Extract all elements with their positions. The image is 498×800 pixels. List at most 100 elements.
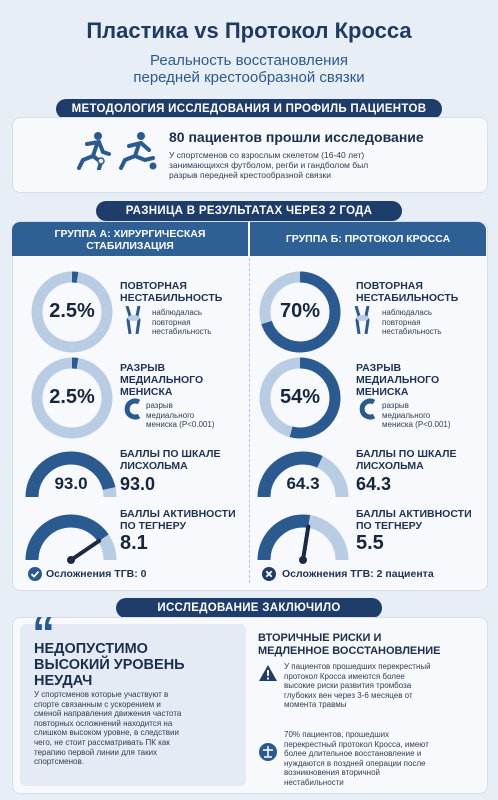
conclusion-right-title: ВТОРИЧНЫЕ РИСКИ И МЕДЛЕННОЕ ВОССТАНОВЛЕН… (258, 632, 440, 658)
note-line: наблюдалась (152, 308, 202, 317)
title-line: БАЛЛЫ ПО ШКАЛЕ (356, 448, 457, 460)
title-line: ПО ТЕГНЕРУ (120, 520, 186, 532)
body-line: сменой направления движения частота (34, 709, 182, 719)
knee-icon (354, 306, 370, 334)
body-line: У спортсменов которые участвуют в (34, 690, 169, 699)
group-b-meniscus-title: РАЗРЫВ МЕДИАЛЬНОГО МЕНИСКА (356, 362, 439, 398)
meniscus-icon (359, 398, 376, 420)
subtitle-line: Реальность восстановления (150, 52, 348, 69)
risk-line: глубоких вен через 3-6 месяцев от (284, 690, 413, 700)
risk-line: перекрестный протокол Кросса, имеют (284, 739, 429, 749)
title-line: ПОВТОРНАЯ (356, 280, 423, 292)
methodology-description: У спортсменов со взрослым скелетом (16-4… (169, 150, 368, 180)
title-line: ПО ТЕГНЕРУ (356, 520, 422, 532)
header-line: СТАБИЛИЗАЦИЯ (86, 240, 174, 252)
page-title: Пластика vs Протокол Кросса (86, 18, 412, 43)
group-b-meniscus-value: 54% (279, 386, 321, 408)
title-line: НЕСТАБИЛЬНОСТЬ (356, 292, 459, 304)
group-b-meniscus-ring: 54% (258, 356, 342, 440)
group-b-tegner-value: 5.5 (356, 532, 384, 554)
title-line: ЛИСХОЛЬМА (120, 460, 188, 472)
meniscus-icon (124, 398, 141, 420)
body-line: спорте связанным с ускорением и (34, 699, 161, 709)
group-a-meniscus-value: 2.5% (49, 386, 95, 408)
body-line: терапию первой линии для таких (34, 747, 158, 757)
conclusion-banner: ИССЛЕДОВАНИЕ ЗАКЛЮЧИЛО (116, 598, 382, 618)
note-line: повторная (382, 317, 421, 327)
group-a-complication: Осложнения ТГВ: 0 (46, 568, 147, 580)
title-line: МЕНИСКА (120, 386, 173, 398)
title-line: НЕДОПУСТИМО (34, 641, 148, 657)
group-b-lysholm-gauge: 64.3 (256, 450, 350, 500)
note-line: разрыв (146, 401, 173, 410)
body-line: чего, не стоит рассматривать ПК как (34, 737, 170, 747)
conclusion-left-panel (20, 624, 246, 786)
group-b-lysholm-value: 64.3 (356, 474, 392, 494)
title-line: РАЗРЫВ (120, 362, 166, 374)
group-b-lysholm-title: БАЛЛЫ ПО ШКАЛЕ ЛИСХОЛЬМА (356, 448, 456, 472)
body-line: повторных осложнений находится на (34, 718, 173, 728)
group-b-instability-value: 70% (279, 300, 321, 322)
risk-line: возникновения вторичной (284, 768, 381, 777)
title-line: МЕДИАЛЬНОГО (120, 374, 204, 386)
quote-icon: “ (32, 607, 55, 659)
title-line: БАЛЛЫ АКТИВНОСТИ (120, 508, 236, 520)
runner-icon (77, 132, 111, 170)
title-line: БАЛЛЫ АКТИВНОСТИ (356, 508, 472, 520)
group-a-meniscus-note: разрыв медиального мениска (P<0.001) (146, 401, 215, 430)
note-line: нестабильность (382, 327, 442, 336)
page-subtitle: Реальность восстановления передней крест… (0, 52, 498, 86)
conclusion-left-title: НЕДОПУСТИМО ВЫСОКИЙ УРОВЕНЬ НЕУДАЧ (34, 641, 185, 689)
note-line: медиального (146, 410, 195, 420)
description-line: разрыв передней крестообразной связки (169, 170, 332, 180)
group-b-tegner-gauge (256, 512, 350, 564)
group-a-lysholm-gauge-label: 93.0 (54, 474, 88, 493)
risk-line: протокол Кросса имеются более (284, 671, 405, 681)
subtitle-line: передней крестообразной связки (133, 69, 365, 86)
group-a-instability-note: наблюдалась повторная нестабильность (152, 308, 211, 337)
warning-icon (259, 665, 277, 681)
note-line: наблюдалась (382, 308, 432, 317)
title-line: МЕДЛЕННОЕ ВОССТАНОВЛЕНИЕ (258, 645, 441, 657)
group-a-lysholm-title: БАЛЛЫ ПО ШКАЛЕ ЛИСХОЛЬМА (120, 448, 220, 472)
group-b-instability-title: ПОВТОРНАЯ НЕСТАБИЛЬНОСТЬ (356, 280, 458, 304)
group-b-lysholm-gauge-label: 64.3 (286, 474, 320, 493)
group-b-instability-note: наблюдалась повторная нестабильность (382, 308, 441, 337)
group-b-instability-ring: 70% (258, 270, 342, 354)
group-a-meniscus-ring: 2.5% (30, 356, 114, 440)
risk-2-text: 70% пациентов, прошедших перекрестный пр… (284, 730, 429, 787)
group-a-tegner-gauge (24, 512, 118, 564)
note-line: разрыв (382, 401, 409, 410)
title-line: НЕСТАБИЛЬНОСТЬ (120, 292, 223, 304)
risk-line: высокие риски развития тромбоза (284, 681, 412, 690)
title-line: БАЛЛЫ ПО ШКАЛЕ (120, 448, 221, 460)
title-line: ЛИСХОЛЬМА (356, 460, 424, 472)
risk-line: нуждаются в поздней операции после (284, 758, 426, 768)
title-line: ПОВТОРНАЯ (120, 280, 187, 292)
header-line: ГРУППА А: ХИРУРГИЧЕСКАЯ (54, 228, 206, 240)
note-line: мениска (P<0.001) (146, 420, 215, 429)
body-line: слишком высоком уровне, в следствии (34, 728, 179, 738)
column-divider (249, 258, 250, 583)
risk-line: У пациентов прошедших перекрестный (284, 662, 431, 671)
title-line: ВТОРИЧНЫЕ РИСКИ И (258, 632, 382, 644)
knee-icon (125, 306, 141, 334)
group-b-meniscus-note: разрыв медиального мениска (P<0.001) (382, 401, 451, 430)
description-line: У спортсменов со взрослым скелетом (16-4… (169, 150, 365, 160)
group-a-instability-ring: 2.5% (30, 270, 114, 354)
note-line: нестабильность (152, 327, 212, 336)
group-a-lysholm-value: 93.0 (120, 474, 156, 494)
methodology-banner: МЕТОДОЛОГИЯ ИССЛЕДОВАНИЯ И ПРОФИЛЬ ПАЦИЕ… (56, 99, 442, 119)
group-a-lysholm-gauge: 93.0 (24, 450, 118, 500)
check-icon (28, 567, 42, 581)
kick-icon (119, 132, 157, 170)
note-line: повторная (152, 317, 191, 327)
risk-line: более длительное восстановление и (284, 749, 422, 758)
group-a-instability-value: 2.5% (49, 300, 95, 322)
scale-icon (259, 743, 277, 761)
title-line: МЕНИСКА (356, 386, 409, 398)
methodology-card: 80 пациентов прошли исследование У спорт… (12, 117, 488, 193)
group-b-tegner-title: БАЛЛЫ АКТИВНОСТИ ПО ТЕГНЕРУ (356, 508, 472, 532)
body-line: спортсменов. (34, 757, 84, 767)
results-banner: РАЗНИЦА В РЕЗУЛЬТАТАХ ЧЕРЕЗ 2 ГОДА (96, 201, 402, 221)
